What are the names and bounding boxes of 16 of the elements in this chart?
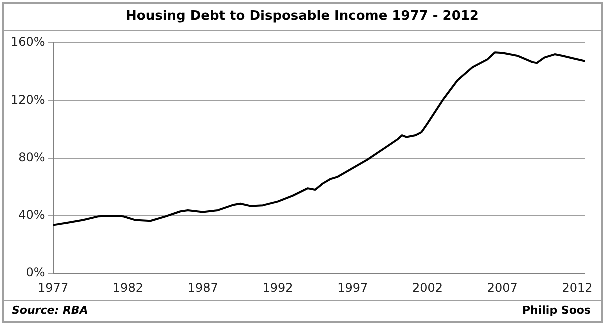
x-tick-label: 1982 [112,280,144,295]
x-tick-label: 1997 [338,280,368,295]
text: Philip Soos [522,303,591,319]
x-tick-label: 1987 [188,280,218,295]
y-tick-label: 80% [18,150,46,164]
x-tick-label: 2002 [412,280,444,295]
x-tick-label: 2007 [487,280,518,295]
y-tick-label: 0% [26,266,46,280]
chart-title: Housing Debt to Disposable Income 1977 - 2012 [4,4,601,31]
x-tick-label: 2012 [562,280,593,295]
source-note: Source: RBA [12,303,88,319]
y-tick-label: 40% [18,208,46,222]
y-tick-label: 160% [10,35,46,50]
x-tick-label: 1992 [262,280,294,295]
y-tick-label: 120% [10,92,46,107]
x-tick-label: 1977 [38,280,69,295]
